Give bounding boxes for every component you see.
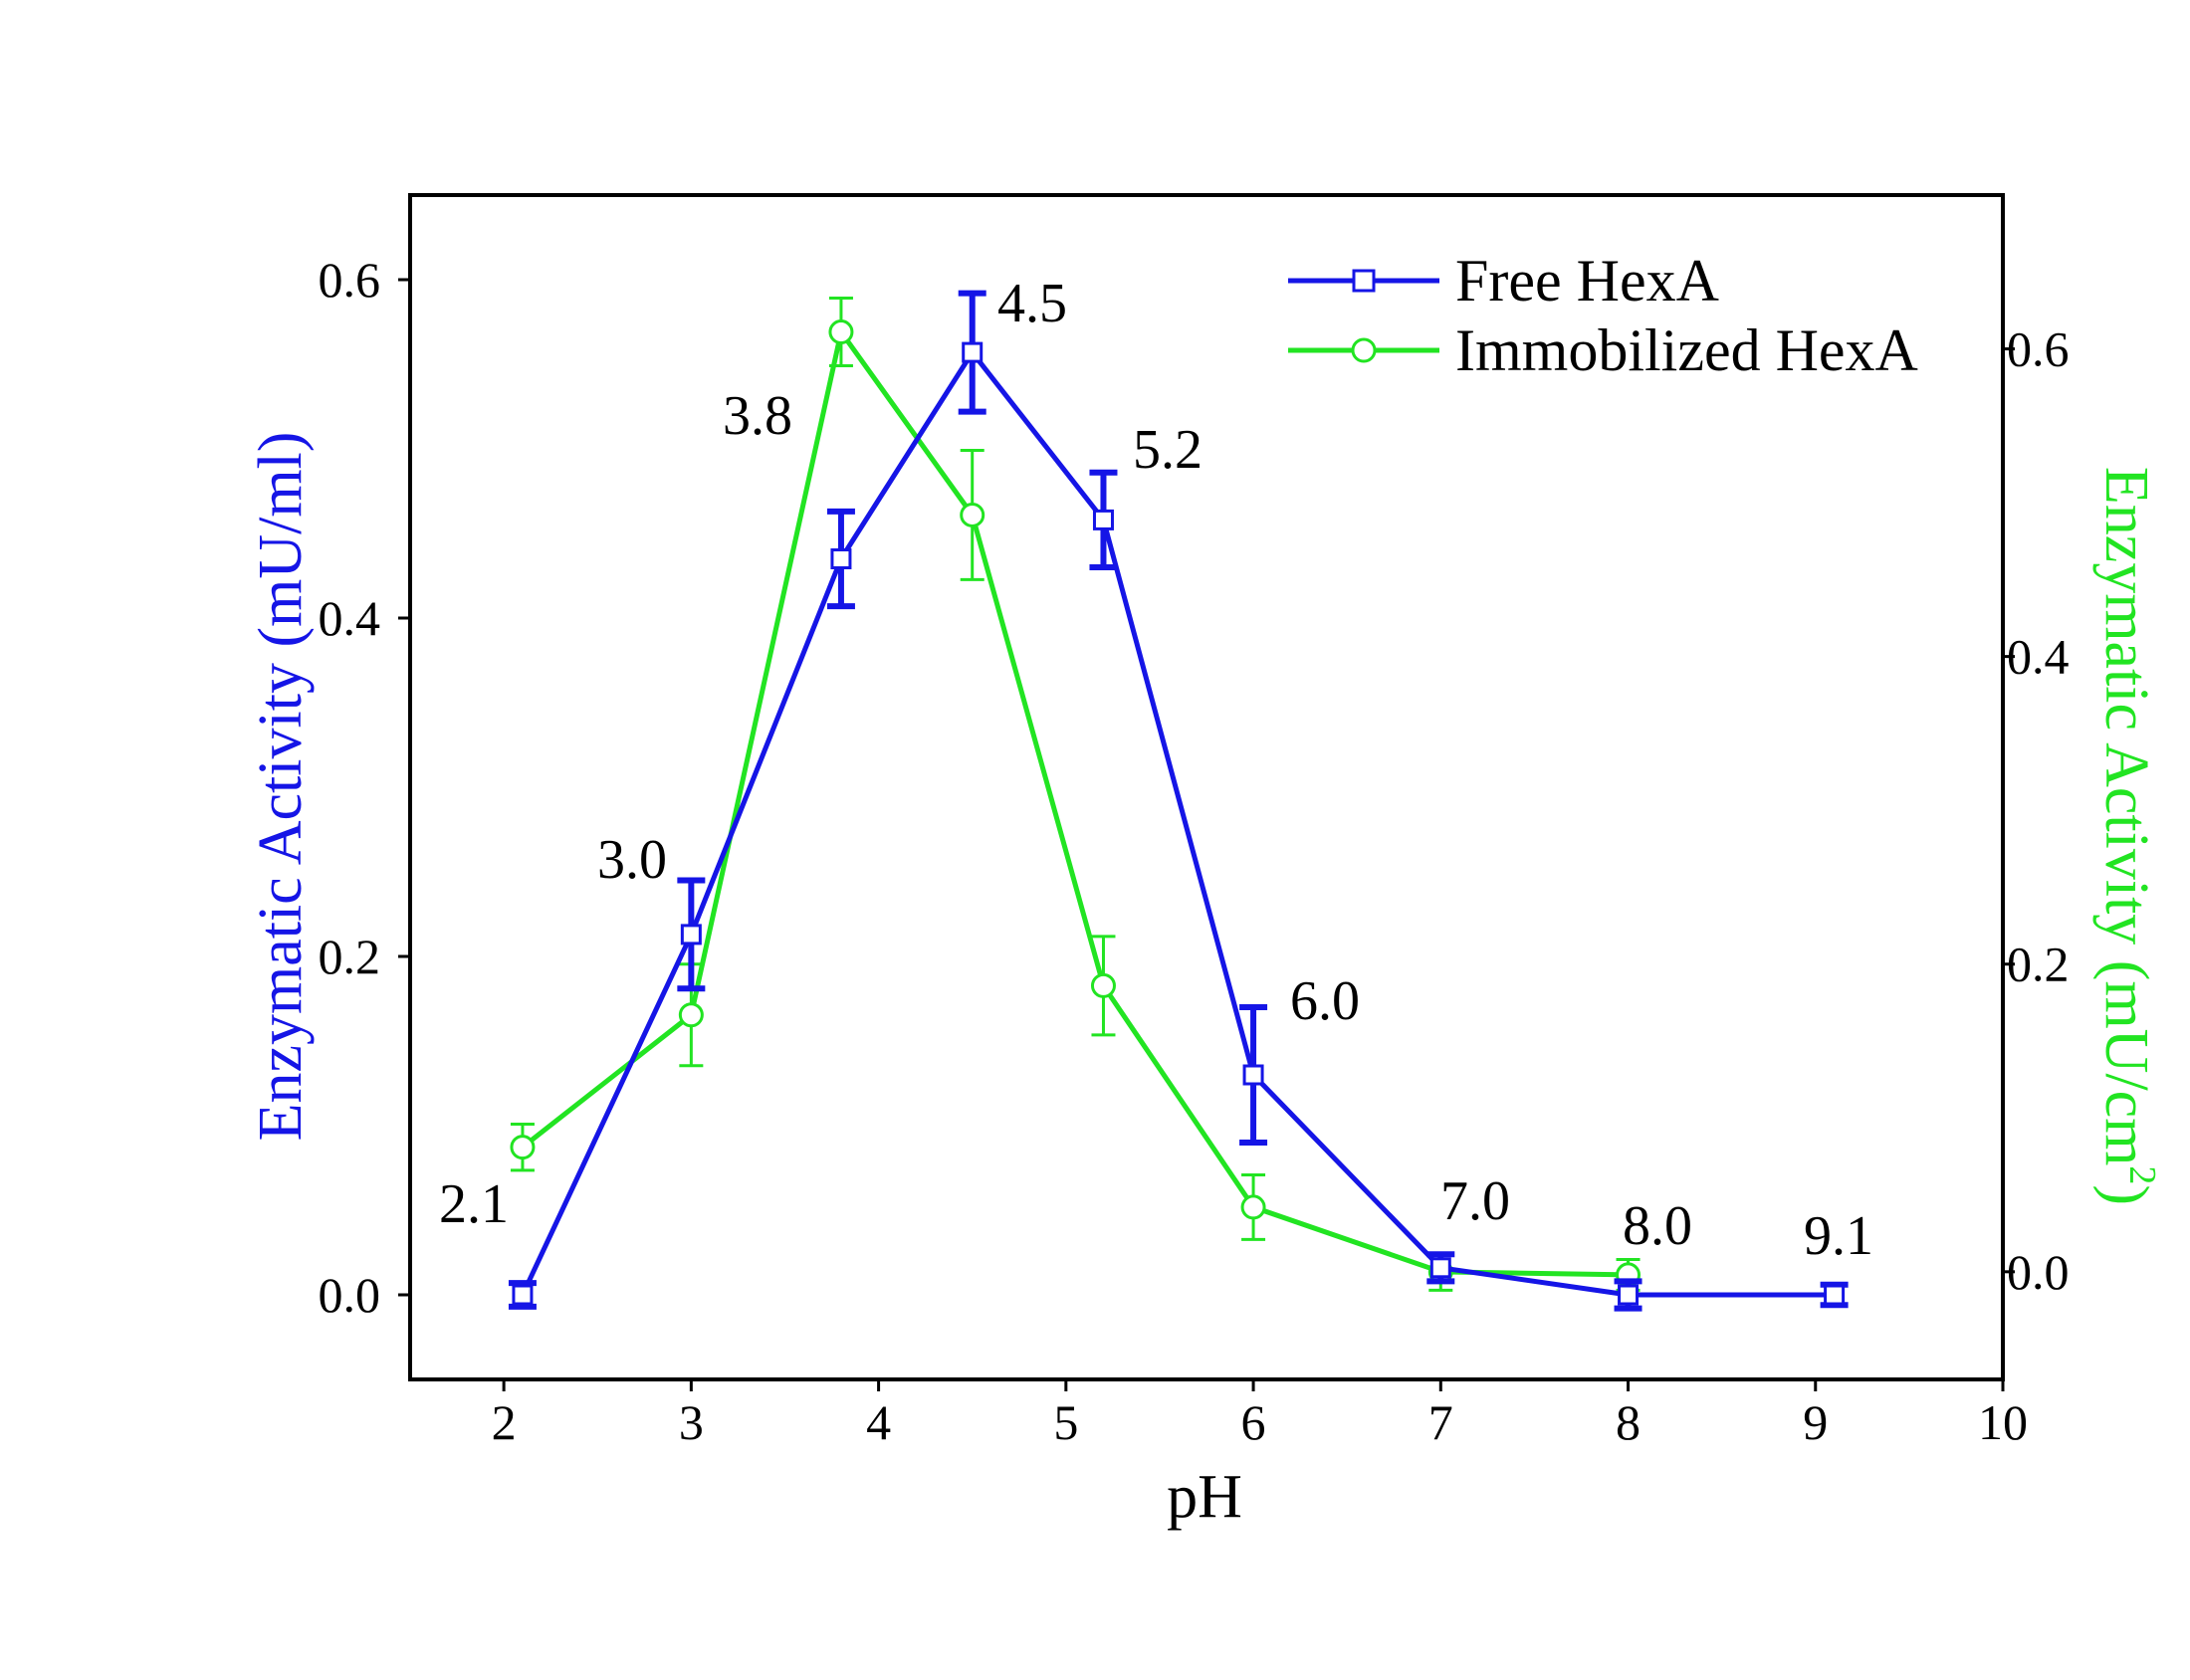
x-tick-label: 4 bbox=[866, 1394, 891, 1450]
point-label: 7.0 bbox=[1440, 1170, 1510, 1232]
x-tick-label: 10 bbox=[1978, 1394, 2028, 1450]
plot-frame bbox=[408, 193, 2005, 1381]
y-right-tick-label: 0.6 bbox=[2007, 321, 2070, 377]
y-left-tick-label: 0.6 bbox=[319, 252, 381, 308]
free-hexa-point bbox=[1429, 1257, 1451, 1279]
free-hexa-line bbox=[520, 349, 1835, 1298]
y-left-tick-label: 0.0 bbox=[319, 1267, 381, 1323]
y-right-tick-label: 0.0 bbox=[2007, 1244, 2070, 1300]
free-hexa-point bbox=[962, 341, 984, 363]
x-tick-label: 2 bbox=[492, 1394, 517, 1450]
x-tick-label: 6 bbox=[1241, 1394, 1266, 1450]
y-left-tick-label: 0.2 bbox=[319, 929, 381, 984]
y-right-tick-label: 0.2 bbox=[2007, 937, 2070, 992]
x-tick-label: 8 bbox=[1616, 1394, 1641, 1450]
point-label: 9.1 bbox=[1804, 1205, 1873, 1267]
legend: Free HexA Immobilized HexA bbox=[1288, 248, 1918, 383]
immobilized-hexa-point bbox=[1240, 1194, 1266, 1220]
x-tick-label: 9 bbox=[1803, 1394, 1828, 1450]
immobilized-hexa-line bbox=[521, 329, 1629, 1278]
x-tick-label: 3 bbox=[679, 1394, 704, 1450]
free-hexa-point bbox=[1618, 1284, 1640, 1306]
immobilized-hexa-point bbox=[960, 502, 986, 527]
point-label: 3.0 bbox=[597, 829, 667, 891]
y-axis-right-title-main: Enzymatic Activity (mU/cm bbox=[2092, 467, 2160, 1166]
x-axis: 2 3 4 5 6 7 8 9 10 bbox=[492, 1379, 2028, 1450]
y-axis-right: 0.0 0.2 0.4 0.6 bbox=[2003, 321, 2070, 1300]
legend-immobilized-hexa-label: Immobilized HexA bbox=[1455, 317, 1918, 383]
y-axis-right-title-suffix: ) bbox=[2092, 1184, 2160, 1205]
immobilized-hexa-point bbox=[828, 319, 854, 345]
point-label: 4.5 bbox=[997, 273, 1067, 334]
x-tick-label: 5 bbox=[1053, 1394, 1078, 1450]
y-axis-left: 0.0 0.2 0.4 0.6 bbox=[319, 252, 410, 1323]
legend-free-hexa-label: Free HexA bbox=[1455, 248, 1719, 314]
series-layer bbox=[508, 290, 1849, 1312]
y-axis-right-title: Enzymatic Activity (mU/cm2) bbox=[2092, 467, 2163, 1205]
legend-free-hexa-marker bbox=[1352, 269, 1376, 293]
immobilized-hexa-point bbox=[1090, 972, 1116, 998]
point-label: 8.0 bbox=[1623, 1195, 1692, 1257]
y-axis-left-title: Enzymatic Activity (mU/ml) bbox=[247, 432, 315, 1142]
point-label: 3.8 bbox=[723, 385, 792, 447]
point-label-layer: 2.1 3.0 3.8 4.5 5.2 6.0 7.0 8.0 9.1 bbox=[439, 273, 1873, 1267]
free-hexa-point bbox=[1092, 509, 1114, 530]
free-hexa-point bbox=[680, 924, 702, 945]
x-tick-label: 7 bbox=[1428, 1394, 1453, 1450]
free-hexa-point bbox=[830, 548, 852, 569]
x-axis-title: pH bbox=[1167, 1463, 1242, 1531]
free-hexa-point bbox=[1824, 1284, 1846, 1306]
y-right-tick-label: 0.4 bbox=[2007, 629, 2070, 685]
immobilized-hexa-point bbox=[510, 1135, 536, 1160]
y-left-tick-label: 0.4 bbox=[319, 590, 381, 646]
free-hexa-point bbox=[512, 1284, 534, 1306]
y-axis-right-title-superscript: 2 bbox=[2121, 1165, 2163, 1184]
point-label: 5.2 bbox=[1133, 419, 1203, 481]
free-hexa-point bbox=[1242, 1064, 1264, 1086]
point-label: 2.1 bbox=[439, 1173, 509, 1235]
legend-immobilized-hexa-marker bbox=[1351, 337, 1377, 363]
point-label: 6.0 bbox=[1290, 970, 1360, 1032]
immobilized-hexa-point bbox=[678, 1002, 704, 1028]
